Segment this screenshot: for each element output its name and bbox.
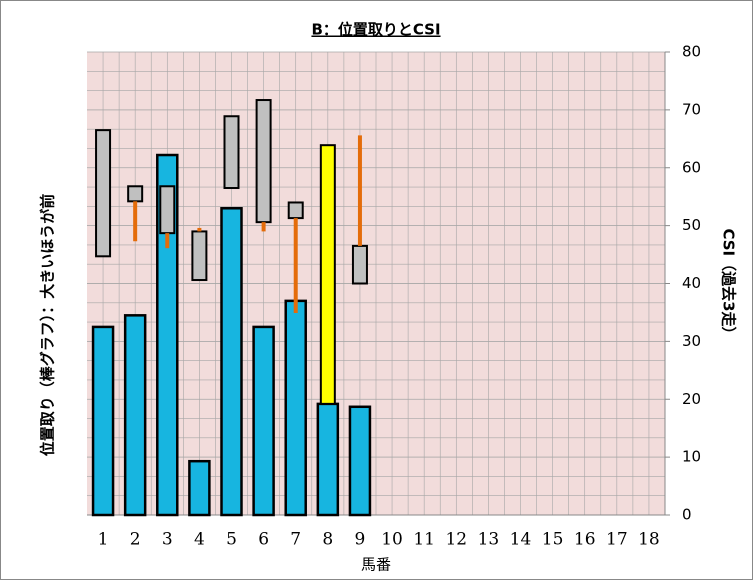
y2-tick-label: 20 — [682, 390, 701, 408]
x-tick-label: 3 — [162, 530, 173, 550]
y2-tick-label: 40 — [682, 274, 701, 292]
y2-tick-label: 70 — [682, 100, 701, 118]
y2-axis-label: CSI（過去3走） — [720, 228, 738, 341]
x-tick-label: 18 — [638, 530, 660, 550]
x-tick-label: 5 — [226, 530, 237, 550]
y-axis-label: 位置取り（棒グラフ）：大きいほうが前 — [39, 194, 57, 457]
csi-box — [95, 129, 112, 258]
csi-box — [127, 185, 144, 203]
y2-tick-label: 50 — [682, 216, 701, 234]
bar — [188, 459, 211, 517]
x-tick-label: 12 — [445, 530, 467, 550]
x-tick-label: 11 — [413, 530, 435, 550]
bar — [316, 402, 340, 517]
csi-box — [191, 230, 208, 282]
bar — [220, 207, 243, 517]
bar — [252, 325, 275, 517]
x-tick-label: 1 — [98, 530, 109, 550]
bar — [123, 314, 147, 517]
x-tick-label: 6 — [258, 530, 269, 550]
y2-tick-label: 30 — [682, 332, 701, 350]
chart-title: B：位置取りとCSI — [311, 21, 440, 39]
x-tick-label: 13 — [478, 530, 500, 550]
bar — [156, 153, 179, 517]
csi-box — [223, 115, 240, 190]
x-tick-label: 10 — [381, 530, 403, 550]
y2-tick-label: 80 — [682, 43, 701, 61]
csi-box — [255, 99, 272, 224]
x-tick-label: 14 — [510, 530, 532, 550]
bar — [348, 405, 372, 517]
y2-tick-label: 0 — [682, 506, 692, 524]
y2-tick-label: 10 — [682, 448, 701, 466]
y2-tick-label: 60 — [682, 158, 701, 176]
bar — [284, 299, 307, 517]
x-axis-label: 馬番 — [361, 556, 391, 574]
x-tick-label: 16 — [574, 530, 596, 550]
csi-box — [351, 244, 368, 285]
csi-box — [287, 201, 304, 220]
x-tick-label: 15 — [542, 530, 564, 550]
csi-box — [319, 144, 336, 405]
x-tick-label: 2 — [130, 530, 141, 550]
x-tick-label: 4 — [194, 530, 205, 550]
x-tick-label: 7 — [290, 530, 301, 550]
csi-box — [159, 185, 176, 235]
x-tick-label: 8 — [322, 530, 333, 550]
x-tick-label: 17 — [606, 530, 628, 550]
bar — [91, 325, 115, 517]
x-tick-label: 9 — [355, 530, 366, 550]
